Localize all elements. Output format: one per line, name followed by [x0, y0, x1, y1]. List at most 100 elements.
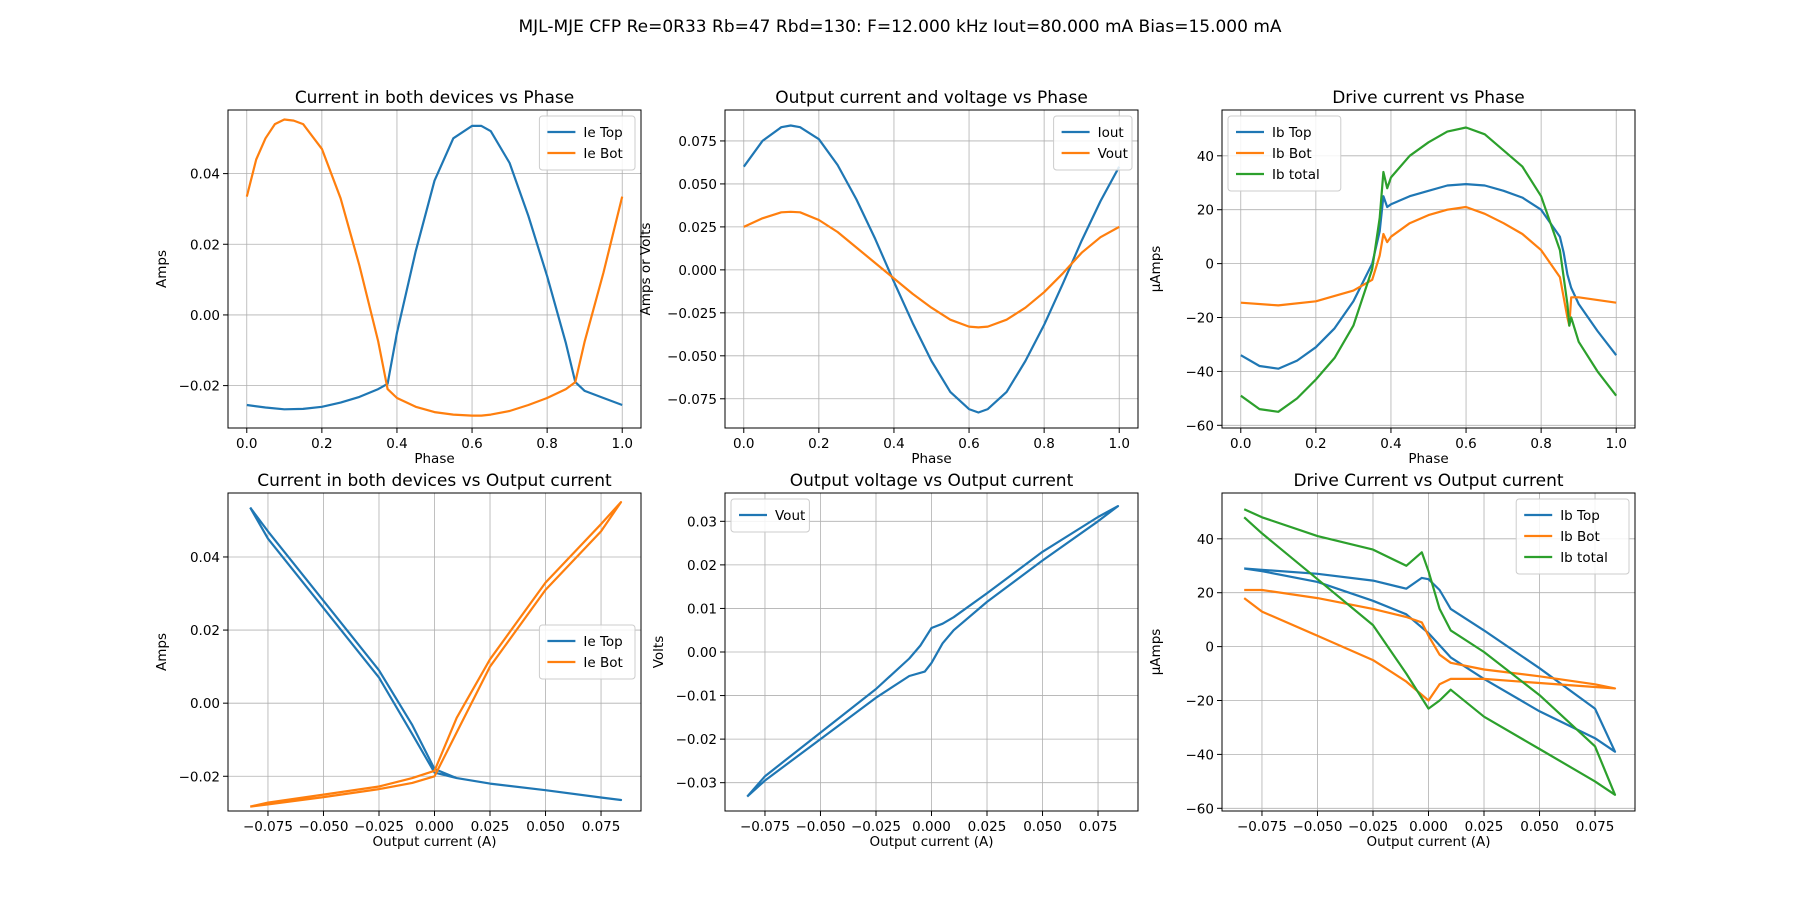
x-tick-label: 0.8 — [1033, 436, 1054, 452]
x-tick-label: −0.075 — [740, 819, 790, 835]
x-axis-label: Output current (A) — [373, 834, 497, 850]
legend-box — [538, 115, 636, 171]
y-tick-label: 0.00 — [190, 696, 220, 712]
x-tick-label: 0.075 — [1576, 819, 1615, 835]
x-tick-label: 1.0 — [611, 436, 632, 452]
legend: Iout Vout — [1053, 115, 1133, 171]
subplot-title: Output current and voltage vs Phase — [775, 88, 1088, 108]
x-tick-label: 0.6 — [461, 436, 482, 452]
y-tick-label: 0.000 — [678, 263, 717, 279]
subplot-1: 0.0 0.2 0.4 0.6 0.8 1.0 −0.02 0.00 0.02 0.04 Curre… — [154, 88, 642, 467]
x-tick-label: 0.075 — [1079, 819, 1118, 835]
subplot-title: Drive Current vs Output current — [1293, 471, 1563, 491]
x-tick-label: 0.050 — [526, 819, 565, 835]
x-tick-label: −0.050 — [795, 819, 845, 835]
x-tick-label: 0.0 — [1230, 436, 1251, 452]
x-axis-label: Phase — [1408, 451, 1448, 467]
y-tick-label: −60 — [1186, 418, 1215, 434]
y-tick-label: 0.025 — [678, 220, 717, 236]
legend-box — [1227, 115, 1342, 192]
x-axis-label: Output current (A) — [870, 834, 994, 850]
legend-label: Ib Top — [1272, 125, 1312, 141]
y-tick-label: 20 — [1197, 203, 1214, 219]
y-axis-label: Amps or Volts — [638, 223, 654, 316]
legend-label: Ie Bot — [583, 655, 622, 671]
legend-box — [730, 498, 810, 533]
series-line-ib-bot — [1243, 588, 1617, 702]
x-tick-label: 0.4 — [1380, 436, 1401, 452]
y-tick-label: 0.02 — [190, 623, 220, 639]
x-tick-label: 0.0 — [236, 436, 257, 452]
x-tick-label: 0.050 — [1023, 819, 1062, 835]
x-tick-label: 0.4 — [883, 436, 904, 452]
series-line-vout — [746, 505, 1120, 798]
y-tick-label: −0.01 — [676, 689, 717, 705]
x-tick-label: −0.075 — [1237, 819, 1287, 835]
series-line-ib-top — [1244, 567, 1617, 753]
series-line-ib-top — [1240, 183, 1618, 370]
legend-label: Ib Top — [1560, 508, 1600, 524]
x-tick-label: 0.0 — [733, 436, 754, 452]
y-tick-label: −60 — [1186, 801, 1215, 817]
x-axis-label: Output current (A) — [1367, 834, 1491, 850]
y-axis-label: Amps — [154, 250, 170, 288]
y-tick-label: 0.075 — [678, 134, 717, 150]
y-tick-label: 0.00 — [687, 645, 717, 661]
axes-frame — [227, 109, 642, 429]
x-tick-label: 0.6 — [1455, 436, 1476, 452]
legend-label: Vout — [1098, 146, 1128, 162]
y-tick-label: −40 — [1186, 364, 1215, 380]
series-line-vout — [743, 210, 1120, 329]
y-tick-label: 0.03 — [687, 514, 717, 530]
legend: Vout — [730, 498, 810, 533]
legend-label: Iout — [1098, 125, 1124, 141]
y-tick-label: 0 — [1205, 257, 1214, 273]
series-line-ib-total — [1243, 508, 1617, 796]
y-tick-label: 0.04 — [190, 167, 220, 183]
y-tick-label: 0.02 — [190, 237, 220, 253]
y-tick-label: 40 — [1197, 532, 1214, 548]
x-tick-label: 0.6 — [958, 436, 979, 452]
x-tick-label: 0.2 — [808, 436, 829, 452]
legend: Ie Top Ie Bot — [538, 115, 636, 171]
legend-label: Ib total — [1272, 167, 1320, 183]
y-axis-label: Amps — [154, 633, 170, 671]
y-tick-label: 0 — [1205, 640, 1214, 656]
y-axis-label: µAmps — [1148, 246, 1164, 293]
series-line-iout — [742, 124, 1121, 414]
series-line-ie-top — [246, 124, 623, 411]
subplot-title: Drive current vs Phase — [1332, 88, 1525, 108]
x-tick-label: 1.0 — [1605, 436, 1626, 452]
x-tick-label: 1.0 — [1108, 436, 1129, 452]
subplot-3: 0.0 0.2 0.4 0.6 0.8 1.0 −60 −40 −20 0 20 40 Drive cu… — [1148, 88, 1636, 467]
legend-label: Vout — [775, 508, 805, 524]
x-tick-label: −0.075 — [243, 819, 293, 835]
x-tick-label: 0.000 — [912, 819, 951, 835]
subplot-title: Output voltage vs Output current — [790, 471, 1074, 491]
series-line-ie-top — [249, 506, 623, 802]
series-line-ie-bot — [249, 501, 623, 808]
y-tick-label: 0.04 — [190, 550, 220, 566]
y-tick-label: 20 — [1197, 586, 1214, 602]
legend-box — [1515, 498, 1630, 575]
legend: Ib Top Ib Bot Ib total — [1515, 498, 1630, 575]
legend-box — [1053, 115, 1133, 171]
figure-suptitle: MJL-MJE CFP Re=0R33 Rb=47 Rbd=130: F=12.… — [518, 17, 1281, 37]
legend-label: Ib Bot — [1560, 529, 1600, 545]
legend-box — [538, 624, 636, 680]
legend-label: Ib total — [1560, 550, 1608, 566]
x-axis-label: Phase — [911, 451, 951, 467]
subplot-2: 0.0 0.2 0.4 0.6 0.8 1.0 −0.075 −0.050 −0.025 0.00… — [638, 88, 1139, 467]
subplot-5: −0.075 −0.050 −0.025 0.000 0.025 0.050 0.075 −0… — [651, 471, 1139, 850]
x-tick-label: 0.050 — [1520, 819, 1559, 835]
y-tick-label: 0.050 — [678, 177, 717, 193]
legend-label: Ie Top — [583, 634, 622, 650]
y-tick-label: 0.00 — [190, 308, 220, 324]
legend: Ib Top Ib Bot Ib total — [1227, 115, 1342, 192]
x-tick-label: −0.050 — [1292, 819, 1342, 835]
legend-label: Ie Top — [583, 125, 622, 141]
subplot-title: Current in both devices vs Phase — [295, 88, 574, 108]
x-tick-label: 0.8 — [1530, 436, 1551, 452]
